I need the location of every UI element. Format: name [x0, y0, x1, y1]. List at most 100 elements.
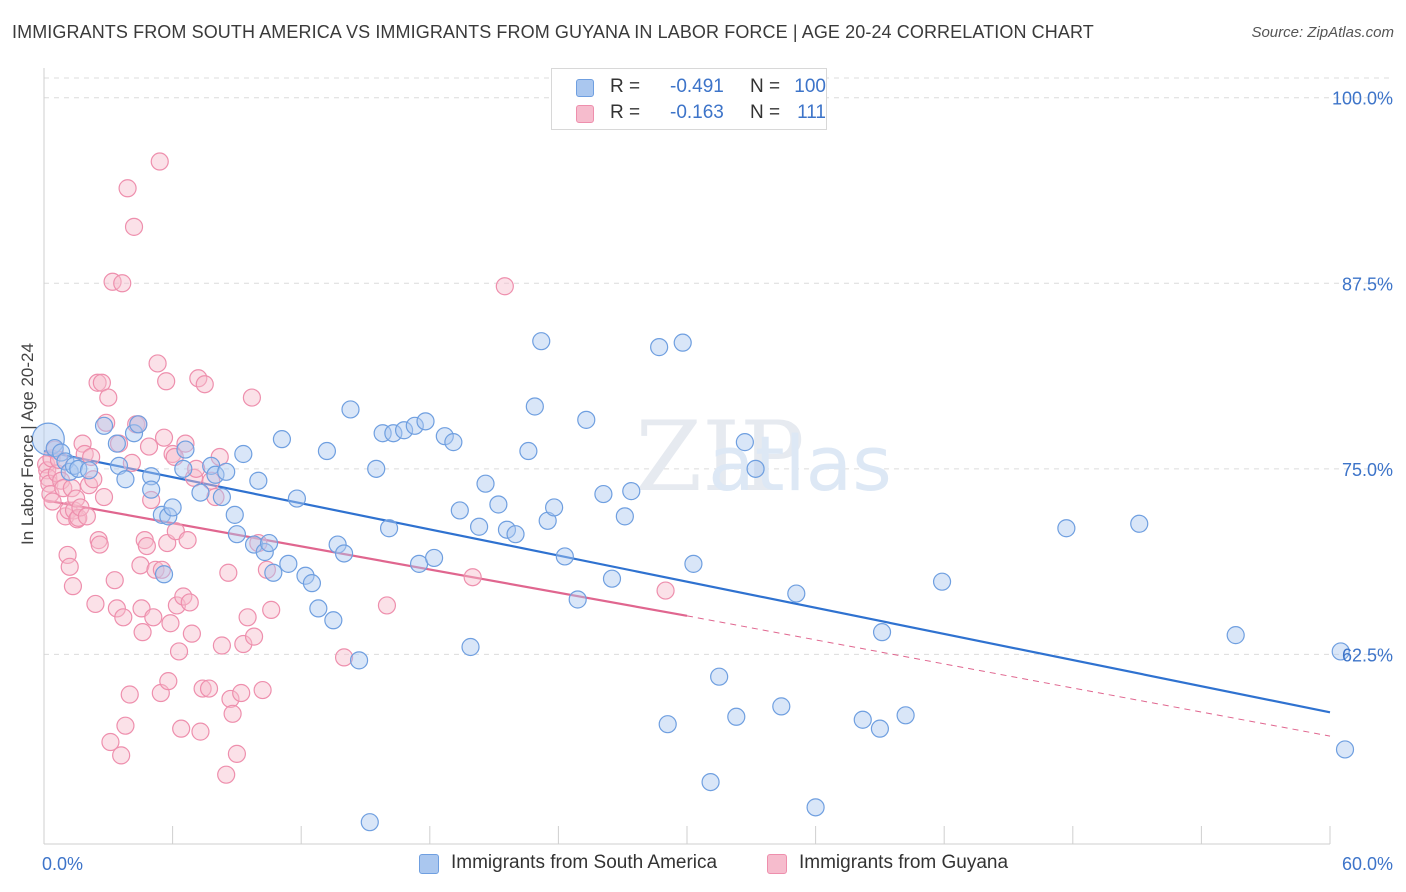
point-south-america	[142, 480, 161, 499]
point-guyana	[146, 560, 165, 579]
point-guyana	[219, 563, 238, 582]
point-south-america	[727, 707, 746, 726]
point-south-america	[31, 422, 65, 456]
point-guyana	[217, 765, 236, 784]
point-south-america	[341, 400, 360, 419]
trend-line-south-america	[43, 449, 1331, 714]
legend-swatch-guyana	[576, 105, 594, 123]
point-guyana	[113, 274, 132, 293]
watermark-atlas: atlas	[708, 419, 892, 508]
point-south-america	[650, 338, 669, 357]
point-south-america	[772, 697, 791, 716]
point-south-america	[79, 461, 99, 480]
trend-line-guyana	[43, 498, 688, 617]
point-guyana	[131, 556, 150, 575]
y-axis-label: In Labor Force | Age 20-24	[18, 343, 37, 545]
x-tick-label: 60.0%	[1342, 854, 1393, 874]
point-south-america	[174, 459, 193, 478]
point-south-america	[159, 507, 178, 526]
point-south-america	[116, 470, 135, 489]
legend-label-south-america: Immigrants from South America	[451, 852, 718, 873]
point-guyana	[58, 545, 77, 565]
y-tick-label: 62.5%	[1342, 645, 1393, 665]
point-south-america	[787, 584, 806, 603]
legend-label-guyana: Immigrants from Guyana	[799, 852, 1009, 873]
legend-n-value: 111	[797, 102, 826, 123]
point-south-america	[673, 333, 692, 352]
tick-labels: 100.0% 87.5% 75.0% 62.5% 0.0% 60.0%	[42, 89, 1393, 874]
point-south-america	[334, 544, 354, 563]
point-guyana	[377, 596, 397, 615]
point-guyana	[144, 608, 163, 627]
point-guyana	[99, 388, 118, 407]
point-guyana	[150, 152, 169, 171]
point-south-america	[255, 542, 274, 562]
point-south-america	[225, 505, 244, 524]
point-south-america	[853, 710, 872, 729]
point-south-america	[176, 440, 195, 459]
point-south-america	[379, 519, 399, 538]
point-guyana	[223, 704, 242, 723]
point-guyana	[159, 672, 178, 691]
point-south-america	[555, 547, 574, 566]
point-guyana	[88, 373, 107, 392]
point-guyana	[101, 732, 120, 752]
point-guyana	[180, 593, 199, 612]
point-south-america	[367, 459, 386, 478]
point-guyana	[86, 594, 105, 614]
point-guyana	[176, 434, 195, 453]
point-south-america	[622, 482, 641, 501]
point-south-america	[328, 535, 347, 554]
point-guyana	[227, 744, 246, 763]
point-south-america	[249, 471, 268, 490]
point-south-america	[152, 505, 171, 524]
legend-n-value: 100	[794, 76, 826, 97]
point-south-america	[124, 424, 144, 443]
point-south-america	[1226, 626, 1245, 645]
point-south-america	[444, 433, 463, 452]
point-guyana	[90, 535, 109, 554]
point-south-america	[870, 719, 890, 738]
point-guyana	[157, 372, 176, 391]
point-south-america	[52, 443, 71, 462]
point-guyana	[178, 531, 197, 550]
point-guyana	[206, 487, 225, 507]
data-points	[31, 152, 1355, 832]
point-south-america	[710, 667, 729, 686]
point-south-america	[373, 424, 392, 443]
point-guyana	[154, 428, 174, 447]
point-guyana	[116, 716, 135, 735]
legend-swatch-guyana	[767, 854, 787, 874]
point-south-america	[615, 507, 634, 526]
point-south-america	[309, 599, 328, 618]
point-guyana	[107, 599, 126, 618]
point-south-america	[264, 563, 283, 582]
point-guyana	[137, 536, 156, 556]
point-south-america	[191, 483, 210, 502]
point-south-america	[461, 637, 480, 657]
legend-n-label: N =	[750, 102, 781, 123]
point-south-america	[896, 706, 915, 725]
point-guyana	[212, 636, 231, 655]
point-south-america	[416, 412, 435, 431]
point-south-america	[217, 462, 236, 481]
point-guyana	[262, 600, 281, 619]
point-guyana	[105, 571, 124, 590]
point-guyana	[463, 568, 482, 587]
point-guyana	[71, 498, 90, 517]
point-south-america	[469, 517, 489, 536]
point-south-america	[701, 772, 720, 792]
point-guyana	[199, 679, 219, 698]
point-guyana	[232, 683, 251, 703]
point-south-america	[206, 465, 225, 484]
point-south-america	[1331, 642, 1350, 661]
point-guyana	[103, 272, 122, 291]
point-south-america	[1057, 519, 1076, 538]
chart-title: IMMIGRANTS FROM SOUTH AMERICA VS IMMIGRA…	[12, 22, 1094, 42]
point-guyana	[191, 722, 210, 741]
point-south-america	[424, 548, 444, 568]
point-south-america	[476, 474, 495, 493]
y-tick-label: 75.0%	[1342, 460, 1393, 480]
point-south-america	[163, 498, 182, 517]
point-guyana	[84, 470, 103, 489]
